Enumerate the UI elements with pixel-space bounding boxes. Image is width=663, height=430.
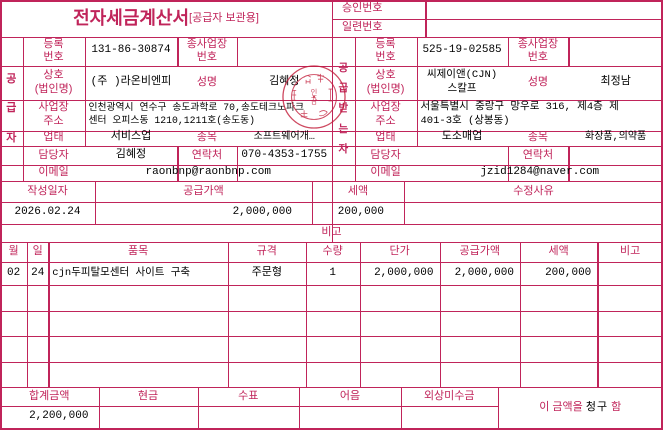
svg-text:인: 인 <box>311 88 318 97</box>
svg-text:감: 감 <box>311 97 318 106</box>
